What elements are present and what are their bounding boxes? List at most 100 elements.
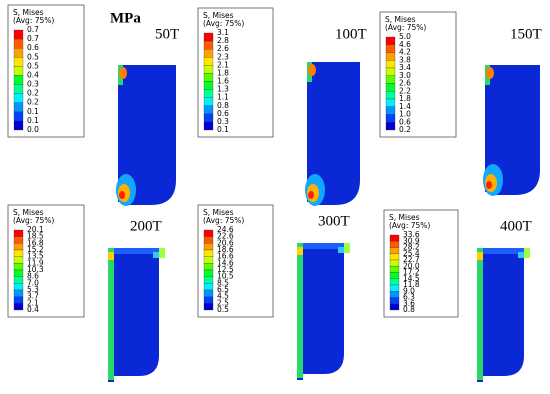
legend-avg: (Avg: 75%) [13, 216, 54, 225]
legend-level: 0.7 [27, 34, 39, 43]
legend-level: 33.6 [403, 230, 420, 239]
legend-swatch [389, 284, 400, 292]
legend-swatch [385, 44, 396, 53]
legend-swatch [203, 81, 214, 90]
legend-swatch [13, 296, 24, 304]
legend-swatch [13, 256, 24, 264]
legend-swatch [203, 49, 214, 58]
legend-level: 20.0 [403, 261, 420, 270]
flange-edge [477, 252, 483, 260]
legend-swatch [13, 102, 24, 112]
legend-level: 1.8 [399, 94, 411, 103]
legend-avg: (Avg: 75%) [389, 221, 430, 230]
legend-swatch [13, 263, 24, 271]
legend-swatch [203, 57, 214, 66]
legend-swatch [389, 247, 400, 254]
legend-avg: (Avg: 75%) [13, 16, 54, 25]
legend-level: 11.9 [27, 258, 44, 267]
legend-swatch [203, 236, 214, 244]
legend-level: 0.1 [27, 107, 39, 116]
panel-label: 400T [500, 218, 532, 234]
legend-swatch [203, 269, 214, 277]
legend-swatch [203, 303, 214, 311]
legend-swatch [13, 38, 24, 49]
legend-level: 0.2 [27, 98, 39, 107]
legend-level: 2.5 [217, 298, 229, 307]
legend-level: 2.1 [217, 60, 229, 69]
legend-title: S, Mises [13, 8, 44, 17]
legend-swatch [385, 75, 396, 84]
panel-label: 200T [130, 218, 162, 234]
legend-level: 2.1 [27, 298, 39, 307]
flange-edge [524, 248, 530, 258]
legend-level: 1.0 [399, 110, 411, 119]
legend-level: 30.9 [403, 236, 420, 245]
flange-edge [108, 252, 114, 260]
legend-level: 25.4 [403, 249, 420, 258]
legend-title: S, Mises [389, 213, 420, 222]
legend-level: 18.6 [217, 245, 234, 254]
legend-level: 5.0 [399, 32, 411, 41]
legend-swatch [13, 75, 24, 85]
flange [108, 248, 114, 380]
legend-level: 1.1 [217, 93, 229, 102]
legend-level: 15.2 [27, 245, 44, 254]
panel-label: 300T [318, 213, 350, 229]
legend-swatch [389, 241, 400, 248]
legend-level: 22.6 [217, 232, 234, 241]
legend-level: 0.4 [27, 305, 39, 314]
legend-swatch [13, 269, 24, 277]
legend-level: 0.6 [217, 109, 229, 118]
legend-swatch [13, 229, 24, 237]
legend-level: 20.6 [217, 238, 234, 247]
legend-swatch [13, 93, 24, 103]
legend-swatch [203, 113, 214, 123]
legend-swatch [13, 289, 24, 297]
panel-label: 50T [155, 26, 179, 42]
part-body [485, 65, 540, 195]
flange [301, 243, 346, 249]
legend-swatch [389, 278, 400, 286]
legend-swatch [13, 29, 24, 40]
legend-level: 24.6 [217, 225, 234, 234]
legend-level: 17.2 [403, 268, 420, 277]
legend-swatch [389, 291, 400, 298]
legend-swatch [389, 266, 400, 273]
legend-level: 8.5 [217, 278, 229, 287]
legend-swatch [203, 256, 214, 264]
legend-level: 0.6 [399, 117, 411, 126]
legend-level: 22.7 [403, 255, 420, 264]
legend-level: 0.5 [27, 52, 39, 61]
legend-level: 28.2 [403, 243, 420, 252]
legend-swatch [203, 73, 214, 82]
flange-edge [297, 247, 303, 255]
legend-swatch [203, 276, 214, 284]
legend-level: 0.5 [27, 61, 39, 70]
legend-level: 0.0 [27, 125, 39, 134]
flange-edge [518, 252, 524, 258]
flange-edge [159, 248, 165, 258]
legend-title: S, Mises [13, 208, 44, 217]
legend-swatch [203, 296, 214, 304]
legend-swatch [13, 243, 24, 251]
legend-level: 0.5 [217, 305, 229, 314]
hotspot [486, 181, 492, 189]
legend-swatch [385, 98, 396, 107]
legend-swatch [203, 89, 214, 98]
legend-avg: (Avg: 75%) [203, 216, 244, 225]
legend-level: 10.5 [217, 272, 234, 281]
legend-level: 0.3 [27, 80, 39, 89]
legend-title: S, Mises [203, 11, 234, 20]
hotspot [486, 67, 494, 79]
legend-swatch [13, 84, 24, 94]
hotspot [308, 64, 316, 76]
legend-level: 14.5 [403, 274, 420, 283]
legend-swatch [385, 83, 396, 92]
legend-level: 3.0 [399, 71, 411, 80]
legend-swatch [203, 105, 214, 114]
legend-level: 2.3 [217, 52, 229, 61]
legend-level: 20.1 [27, 225, 44, 234]
legend-level: 8.6 [27, 272, 39, 281]
flange-edge [153, 252, 159, 258]
